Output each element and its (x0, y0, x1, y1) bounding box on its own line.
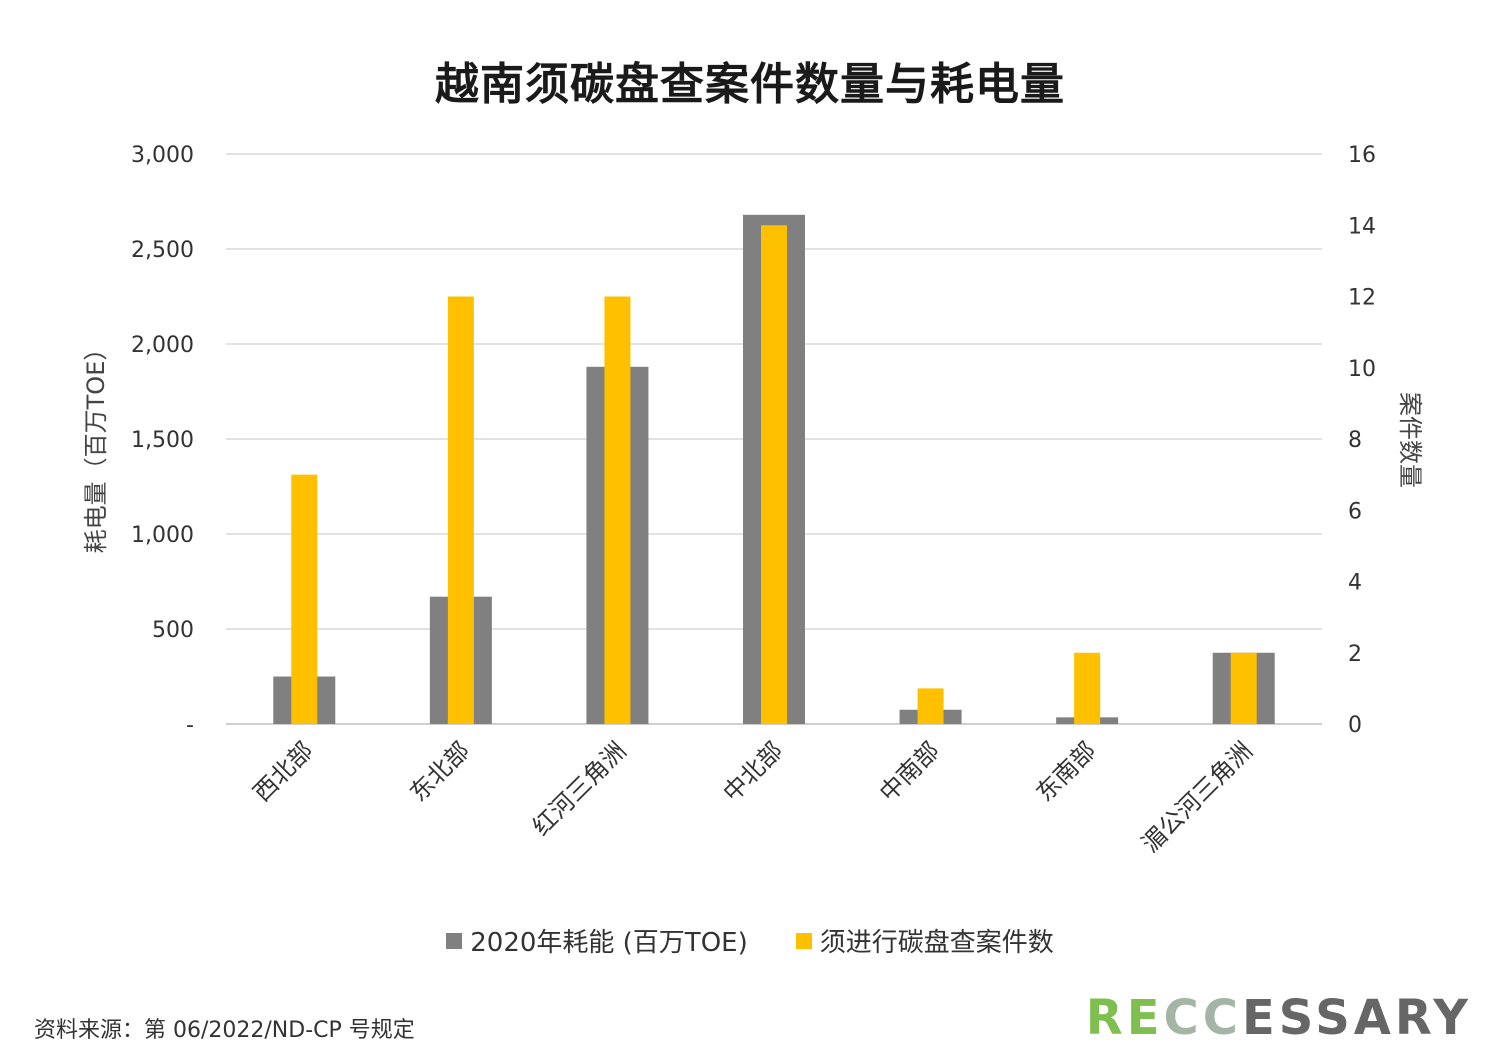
left-tick-label: - (186, 713, 194, 738)
category-label: 中北部 (718, 736, 789, 807)
bar-cases (447, 296, 474, 724)
right-tick-label: 2 (1348, 642, 1362, 667)
reccessary-logo: RECCESSARY (1085, 990, 1472, 1046)
right-tick-label: 14 (1348, 214, 1376, 239)
category-label: 红河三角洲 (527, 736, 632, 841)
bar-cases (1230, 652, 1257, 724)
left-axis-title: 耗电量（百万TOE） (82, 337, 110, 554)
category-label: 东北部 (404, 736, 475, 807)
left-tick-label: 3,000 (131, 143, 194, 168)
bar-cases (604, 296, 631, 724)
right-axis-title: 案件数量 (1396, 392, 1424, 488)
left-tick-label: 2,000 (131, 333, 194, 358)
legend-swatch-energy (446, 932, 463, 949)
right-tick-label: 10 (1348, 357, 1376, 382)
category-label: 湄公河三角洲 (1136, 736, 1258, 858)
source-note: 资料来源：第 06/2022/ND-CP 号规定 (34, 1018, 415, 1043)
legend: 2020年耗能 (百万TOE) 须进行碳盘查案件数 (0, 922, 1500, 959)
bar-cases (761, 225, 787, 724)
legend-label-cases: 须进行碳盘查案件数 (819, 928, 1054, 958)
legend-swatch-cases (795, 932, 812, 949)
left-tick-label: 1,000 (131, 523, 194, 548)
left-axis-ticks: - 500 1,000 1,500 2,000 2,500 3,000 (131, 143, 194, 738)
left-tick-label: 500 (152, 618, 194, 643)
left-tick-label: 1,500 (131, 428, 194, 453)
right-tick-label: 6 (1348, 499, 1362, 524)
bars (273, 214, 1275, 725)
bar-cases (1074, 652, 1101, 724)
bar-cases (291, 474, 318, 724)
category-labels: 西北部 东北部 红河三角洲 中北部 中南部 东南部 湄公河三角洲 (248, 736, 1258, 858)
right-tick-label: 0 (1348, 713, 1362, 738)
chart-title: 越南须碳盘查案件数量与耗电量 (435, 59, 1065, 110)
right-tick-label: 12 (1348, 286, 1376, 311)
category-label: 东南部 (1031, 736, 1102, 807)
legend-item-energy: 2020年耗能 (百万TOE) (446, 922, 748, 959)
bar-cases (917, 688, 944, 724)
left-tick-label: 2,500 (131, 238, 194, 263)
category-label: 西北部 (248, 736, 319, 807)
right-tick-label: 4 (1348, 571, 1362, 596)
legend-item-cases: 须进行碳盘查案件数 (795, 922, 1054, 959)
right-axis-ticks: 0 2 4 6 8 10 12 14 16 (1348, 143, 1376, 738)
right-tick-label: 16 (1348, 143, 1376, 168)
legend-label-energy: 2020年耗能 (百万TOE) (470, 928, 748, 958)
right-tick-label: 8 (1348, 428, 1362, 453)
category-label: 中南部 (874, 736, 945, 807)
